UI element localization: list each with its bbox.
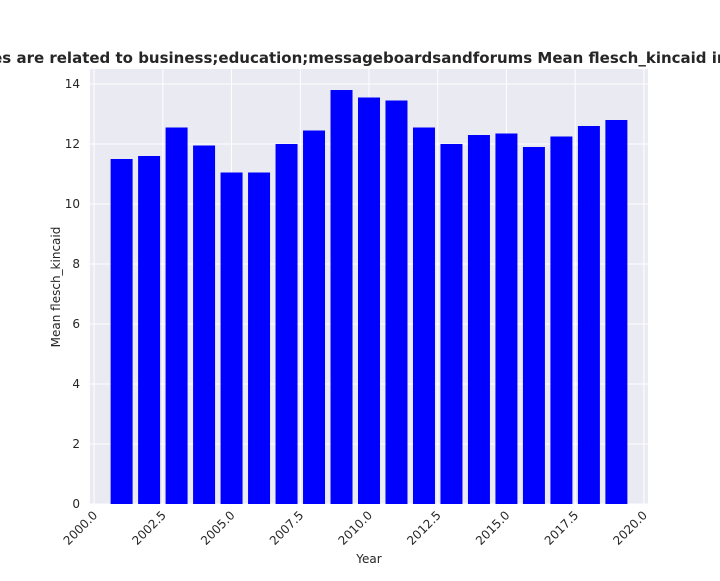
bar-2018: [577, 126, 600, 504]
bars: [110, 90, 628, 504]
bar-2001: [110, 159, 133, 504]
bar-2013: [440, 144, 463, 504]
bar-2012: [412, 127, 435, 504]
bar-2019: [605, 120, 628, 504]
y-tick-label: 4: [72, 377, 80, 391]
y-tick-label: 14: [65, 77, 80, 91]
bar-2005: [220, 172, 243, 504]
bar-2011: [385, 100, 408, 504]
chart-title: Sites that have privacy policies are rel…: [0, 49, 720, 67]
y-axis-ticks: 0 2 4 6 8 10 12 14: [65, 77, 80, 511]
bar-2006: [248, 172, 271, 504]
bar-2008: [303, 130, 326, 504]
y-tick-label: 10: [65, 197, 80, 211]
y-tick-label: 2: [72, 437, 80, 451]
x-tick-label: 2015.0: [473, 508, 513, 548]
bar-2002: [138, 156, 161, 504]
x-tick-label: 2020.0: [610, 508, 650, 548]
y-tick-label: 0: [72, 497, 80, 511]
x-axis-ticks: 2000.0 2002.5 2005.0 2007.5 2010.0 2012.5 2015…: [61, 508, 650, 548]
bar-2014: [467, 135, 490, 504]
bar-2009: [330, 90, 353, 504]
bar-2003: [165, 127, 188, 504]
y-tick-label: 12: [65, 137, 80, 151]
bar-2004: [193, 145, 216, 504]
bar-2010: [358, 97, 380, 504]
x-tick-label: 2012.5: [404, 508, 444, 548]
x-tick-label: 2002.5: [129, 508, 169, 548]
y-tick-label: 6: [72, 317, 80, 331]
bar-2016: [522, 147, 545, 504]
x-tick-label: 2007.5: [267, 508, 307, 548]
bar-2007: [275, 144, 298, 504]
y-axis-label: Mean flesch_kincaid: [49, 227, 63, 348]
bar-2017: [550, 136, 573, 504]
x-axis-label: Year: [355, 552, 381, 566]
x-tick-label: 2000.0: [61, 508, 101, 548]
x-tick-label: 2005.0: [198, 508, 238, 548]
bar-2015: [495, 133, 518, 504]
x-tick-label: 2017.5: [542, 508, 582, 548]
x-tick-label: 2010.0: [336, 508, 376, 548]
y-tick-label: 8: [72, 257, 80, 271]
